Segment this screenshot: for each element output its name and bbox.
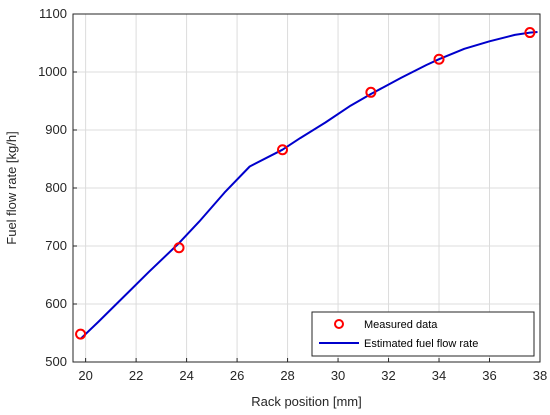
- y-tick-label: 500: [45, 354, 67, 369]
- measured-data-point: [277, 144, 289, 156]
- measured-data-point: [524, 27, 536, 39]
- legend-label-estimated: Estimated fuel flow rate: [364, 338, 478, 350]
- series-layer: [75, 27, 538, 340]
- estimated-fuel-flow-line: [79, 31, 538, 340]
- x-tick-label: 20: [78, 368, 92, 383]
- ticks: 20 22 24 26 28 30 32 34 36 38 500 600 700 800 900 1000 1…: [38, 6, 547, 383]
- y-tick-label: 1100: [39, 6, 67, 21]
- legend-marker-measured: [334, 319, 344, 329]
- y-tick-label: 600: [45, 296, 67, 311]
- x-tick-label: 36: [482, 368, 496, 383]
- y-tick-label: 700: [45, 238, 67, 253]
- x-tick-label: 38: [533, 368, 547, 383]
- legend-label-measured: Measured data: [364, 319, 438, 331]
- measured-data-point: [173, 242, 185, 254]
- x-tick-label: 30: [331, 368, 345, 383]
- x-tick-label: 32: [381, 368, 395, 383]
- x-tick-label: 22: [129, 368, 143, 383]
- x-tick-label: 26: [230, 368, 244, 383]
- y-axis-label: Fuel flow rate [kg/h]: [4, 131, 19, 244]
- x-axis-label: Rack position [mm]: [251, 394, 362, 409]
- y-tick-label: 900: [45, 122, 67, 137]
- x-tick-label: 28: [280, 368, 294, 383]
- legend: Measured data Estimated fuel flow rate: [311, 311, 535, 357]
- legend-box: [311, 311, 535, 357]
- y-tick-label: 1000: [38, 64, 67, 79]
- x-tick-label: 34: [432, 368, 446, 383]
- measured-data-point: [75, 328, 87, 340]
- y-tick-label: 800: [45, 180, 67, 195]
- measured-data-point: [365, 86, 377, 98]
- measured-data-point: [433, 53, 445, 65]
- x-tick-label: 24: [179, 368, 193, 383]
